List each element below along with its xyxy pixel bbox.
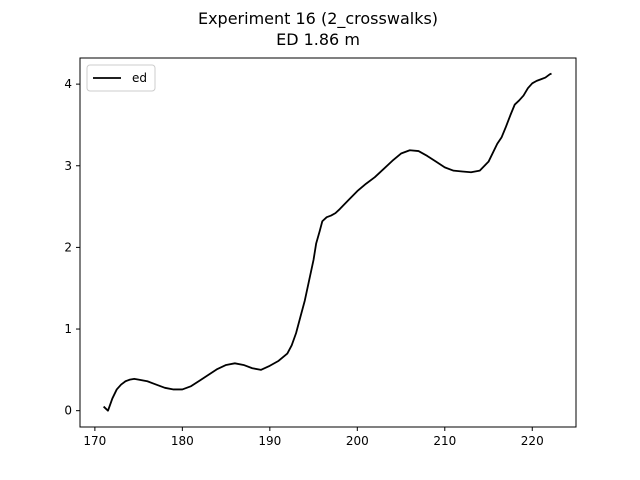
y-tick-label: 4 bbox=[64, 77, 72, 91]
legend: ed bbox=[86, 64, 156, 92]
y-tick-label: 2 bbox=[64, 240, 72, 254]
y-tick-label: 0 bbox=[64, 404, 72, 418]
plot-area-frame bbox=[79, 57, 577, 428]
y-axis-ticks: 0 1 2 3 4 bbox=[64, 77, 80, 418]
x-tick-label: 180 bbox=[171, 434, 194, 448]
y-tick-label: 3 bbox=[64, 159, 72, 173]
x-tick-label: 170 bbox=[83, 434, 106, 448]
chart-subtitle: ED 1.86 m bbox=[276, 30, 360, 49]
legend-label-ed: ed bbox=[132, 71, 147, 85]
x-tick-label: 210 bbox=[433, 434, 456, 448]
series-line-ed bbox=[103, 72, 552, 412]
y-tick-label: 1 bbox=[64, 322, 72, 336]
x-tick-label: 220 bbox=[521, 434, 544, 448]
x-tick-label: 190 bbox=[258, 434, 281, 448]
plot-lines bbox=[103, 72, 552, 412]
chart-title: Experiment 16 (2_crosswalks) bbox=[198, 9, 438, 29]
x-tick-label: 200 bbox=[346, 434, 369, 448]
x-axis-ticks: 170 180 190 200 210 220 bbox=[83, 427, 544, 448]
